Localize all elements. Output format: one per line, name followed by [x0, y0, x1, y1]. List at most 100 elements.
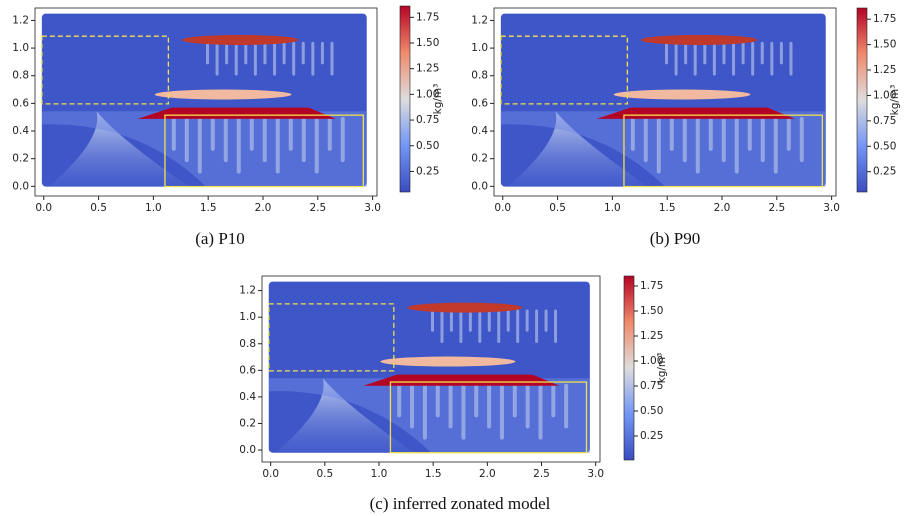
finger: [301, 117, 306, 163]
x-tick-label: 1.0: [604, 202, 621, 214]
finger: [253, 41, 257, 76]
dashed-zone: [500, 35, 629, 105]
finger: [410, 383, 415, 429]
x-tick-label: 2.5: [533, 468, 550, 480]
finger: [525, 383, 530, 429]
x-tick-label: 0.5: [90, 202, 107, 214]
plume: [41, 111, 367, 187]
plume: [407, 302, 523, 313]
finger: [487, 383, 492, 429]
finger: [721, 117, 726, 163]
plume: [275, 378, 415, 453]
y-tick-label: 0.8: [12, 70, 29, 82]
finger: [210, 117, 215, 151]
y-tick-label: 1.0: [239, 311, 256, 323]
colorbar-tick-label: 1.75: [873, 13, 896, 25]
finger: [786, 117, 791, 151]
finger: [684, 41, 688, 65]
y-tick-label: 1.0: [12, 42, 29, 54]
x-tick-label: 1.0: [145, 202, 162, 214]
caption: (a) P10: [195, 229, 245, 248]
plume: [613, 89, 751, 100]
plume: [268, 378, 590, 453]
finger: [695, 117, 700, 174]
colorbar-tick-label: 1.25: [640, 330, 663, 342]
finger: [747, 117, 752, 151]
y-tick-label: 0.2: [12, 153, 29, 165]
finger: [330, 41, 334, 76]
caption: (b) P90: [650, 229, 701, 248]
finger: [674, 41, 678, 76]
y-tick-label: 0.8: [471, 70, 488, 82]
solid-zone: [623, 114, 823, 188]
finger: [282, 41, 286, 65]
y-tick-label: 0.0: [471, 180, 488, 192]
finger: [244, 41, 248, 65]
y-tick-label: 0.4: [12, 125, 29, 137]
finger: [656, 117, 661, 174]
finger: [732, 41, 736, 76]
finger: [474, 383, 479, 418]
x-tick-label: 2.0: [255, 202, 272, 214]
colorbar-label: kg/m³: [889, 85, 901, 116]
finger: [497, 309, 501, 343]
finger: [544, 309, 548, 332]
finger: [487, 309, 491, 332]
x-tick-label: 2.5: [309, 202, 326, 214]
finger: [751, 41, 755, 76]
y-tick-label: 1.0: [471, 42, 488, 54]
finger: [564, 383, 569, 429]
finger: [535, 309, 539, 343]
finger: [288, 117, 293, 151]
finger: [506, 309, 510, 332]
finger: [273, 41, 277, 76]
axes-frame: [493, 7, 837, 197]
y-tick-label: 0.4: [471, 125, 488, 137]
y-tick-label: 1.2: [239, 285, 256, 297]
finger: [799, 117, 804, 163]
finger: [760, 117, 765, 163]
plume: [596, 107, 795, 119]
finger: [234, 41, 238, 76]
finger: [422, 383, 427, 440]
finger: [223, 117, 228, 163]
x-tick-label: 0.5: [316, 468, 333, 480]
y-tick-label: 0.2: [471, 153, 488, 165]
heatmap: [41, 13, 367, 188]
plume: [641, 34, 758, 45]
colorbar-tick-label: 0.25: [873, 166, 896, 178]
plume: [507, 111, 648, 187]
finger: [461, 383, 466, 440]
x-tick-label: 3.0: [364, 202, 381, 214]
colorbar-tick-label: 1.50: [873, 39, 896, 51]
colorbar-label: kg/m³: [656, 353, 668, 384]
x-tick-label: 1.5: [200, 202, 217, 214]
x-tick-label: 0.0: [262, 468, 279, 480]
finger: [516, 309, 520, 343]
x-tick-label: 2.0: [479, 468, 496, 480]
colorbar-tick-label: 1.25: [416, 63, 439, 75]
x-tick-label: 0.0: [494, 202, 511, 214]
plume: [154, 89, 292, 100]
y-tick-label: 0.0: [12, 180, 29, 192]
colorbar-tick-label: 0.50: [873, 140, 896, 152]
x-tick-label: 3.0: [587, 468, 604, 480]
finger: [448, 383, 453, 429]
finger: [236, 117, 241, 174]
y-tick-label: 0.4: [239, 391, 256, 403]
colorbar-tick-label: 1.00: [416, 88, 439, 100]
finger: [682, 117, 687, 163]
finger: [206, 41, 209, 65]
finger: [741, 41, 745, 65]
finger: [538, 383, 543, 440]
finger: [525, 309, 529, 332]
finger: [197, 117, 202, 174]
colorbar-tick-label: 0.75: [416, 114, 439, 126]
finger: [171, 117, 176, 151]
y-tick-label: 0.6: [471, 97, 488, 109]
finger: [499, 383, 504, 440]
colorbar-tick-label: 1.25: [873, 64, 896, 76]
solid-zone: [164, 114, 364, 188]
colorbar-tick-label: 1.50: [640, 305, 663, 317]
colorbar-tick-label: 0.25: [416, 165, 439, 177]
